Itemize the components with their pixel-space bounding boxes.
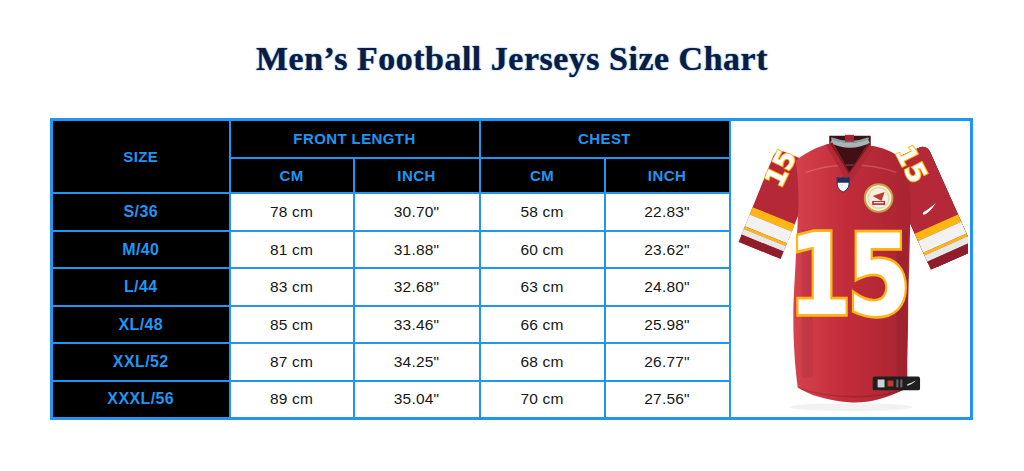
jersey-shadow: [790, 403, 912, 411]
front-inch-cell: 32.68": [354, 268, 480, 306]
chest-inch-cell: 27.56": [605, 381, 730, 419]
chest-cm-cell: 66 cm: [480, 306, 605, 344]
front-inch-cell: 33.46": [354, 306, 480, 344]
size-chart-table: SIZE FRONT LENGTH CHEST: [50, 118, 973, 420]
front-inch-cell: 35.04": [354, 381, 480, 419]
front-cm-cell: 89 cm: [230, 381, 354, 419]
col-header-front-cm: CM: [230, 158, 354, 194]
jersey-chest-number: 15: [788, 211, 907, 341]
chest-inch-cell: 23.62": [605, 231, 730, 269]
size-cell: XXL/52: [52, 343, 230, 381]
size-cell: L/44: [52, 268, 230, 306]
jersey-illustration: 15 15: [732, 123, 968, 417]
size-cell: M/40: [52, 231, 230, 269]
chest-cm-cell: 70 cm: [480, 381, 605, 419]
chest-cm-cell: 63 cm: [480, 268, 605, 306]
page-title: Men’s Football Jerseys Size Chart: [0, 41, 1024, 77]
team-patch-icon: [865, 184, 893, 212]
chest-inch-cell: 22.83": [605, 193, 730, 231]
chest-inch-cell: 24.80": [605, 268, 730, 306]
jersey-product-image: 15 15: [730, 120, 972, 419]
chest-inch-cell: 26.77": [605, 343, 730, 381]
front-inch-cell: 34.25": [354, 343, 480, 381]
col-header-chest: CHEST: [480, 120, 730, 158]
jocktag: [873, 377, 920, 391]
front-cm-cell: 78 cm: [230, 193, 354, 231]
chest-cm-cell: 58 cm: [480, 193, 605, 231]
front-cm-cell: 87 cm: [230, 343, 354, 381]
chest-inch-cell: 25.98": [605, 306, 730, 344]
front-inch-cell: 31.88": [354, 231, 480, 269]
front-cm-cell: 81 cm: [230, 231, 354, 269]
size-cell: XL/48: [52, 306, 230, 344]
front-cm-cell: 85 cm: [230, 306, 354, 344]
col-header-size: SIZE: [52, 120, 230, 194]
size-cell: S/36: [52, 193, 230, 231]
col-header-front-inch: INCH: [354, 158, 480, 194]
chest-cm-cell: 68 cm: [480, 343, 605, 381]
chest-cm-cell: 60 cm: [480, 231, 605, 269]
col-header-chest-inch: INCH: [605, 158, 730, 194]
front-cm-cell: 83 cm: [230, 268, 354, 306]
col-header-chest-cm: CM: [480, 158, 605, 194]
front-inch-cell: 30.70": [354, 193, 480, 231]
size-cell: XXXL/56: [52, 381, 230, 419]
collar-tag: [845, 135, 854, 142]
col-header-front-length: FRONT LENGTH: [230, 120, 480, 158]
